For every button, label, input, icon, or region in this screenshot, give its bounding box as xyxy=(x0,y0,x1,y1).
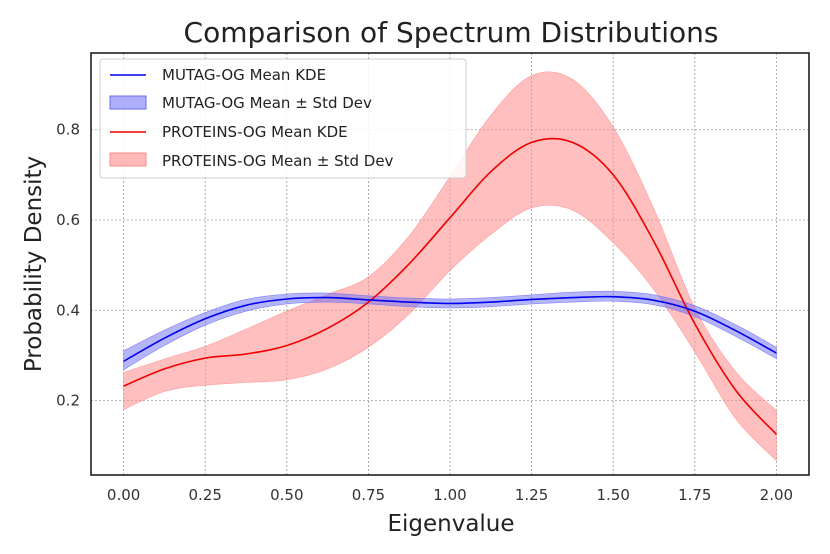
y-tick-label: 0.6 xyxy=(56,211,80,229)
x-tick-label: 0.25 xyxy=(189,486,222,504)
x-tick-label: 1.25 xyxy=(515,486,548,504)
x-tick-label: 0.50 xyxy=(270,486,303,504)
x-axis-label: Eigenvalue xyxy=(387,511,514,537)
mean-line-mutag-og xyxy=(123,295,777,362)
mean-line-proteins-og xyxy=(123,137,777,435)
legend-swatch-mutag-band xyxy=(109,95,147,110)
y-tick-label: 0.8 xyxy=(56,121,80,139)
std-band-proteins-og xyxy=(123,71,777,462)
x-tick-label: 1.00 xyxy=(433,486,466,504)
legend-label-mutag-band: MUTAG-OG Mean ± Std Dev xyxy=(162,94,372,112)
ticks: 0.00 0.25 0.50 0.75 1.00 1.25 1.50 1.75 2.00 0.2 0… xyxy=(56,121,793,504)
x-tick-label: 1.75 xyxy=(678,486,711,504)
y-tick-label: 0.4 xyxy=(56,301,80,319)
legend-label-proteins-mean: PROTEINS-OG Mean KDE xyxy=(162,123,348,141)
x-tick-label: 2.00 xyxy=(760,486,793,504)
plot-frame xyxy=(90,52,810,476)
legend-box xyxy=(99,58,467,179)
std-band-mutag-og xyxy=(123,290,777,371)
legend: MUTAG-OG Mean KDE MUTAG-OG Mean ± Std De… xyxy=(99,58,467,179)
x-tick-label: 0.00 xyxy=(107,486,140,504)
y-axis-label: Probability Density xyxy=(21,156,47,372)
y-tick-label: 0.2 xyxy=(56,392,80,410)
legend-label-proteins-band: PROTEINS-OG Mean ± Std Dev xyxy=(162,152,394,170)
mean-lines xyxy=(123,137,777,435)
x-tick-label: 0.75 xyxy=(352,486,385,504)
legend-swatch-proteins-band xyxy=(109,152,147,167)
std-bands xyxy=(123,71,777,462)
legend-label-mutag-mean: MUTAG-OG Mean KDE xyxy=(162,66,326,84)
chart-title: Comparison of Spectrum Distributions xyxy=(184,16,719,49)
x-tick-label: 1.50 xyxy=(596,486,629,504)
